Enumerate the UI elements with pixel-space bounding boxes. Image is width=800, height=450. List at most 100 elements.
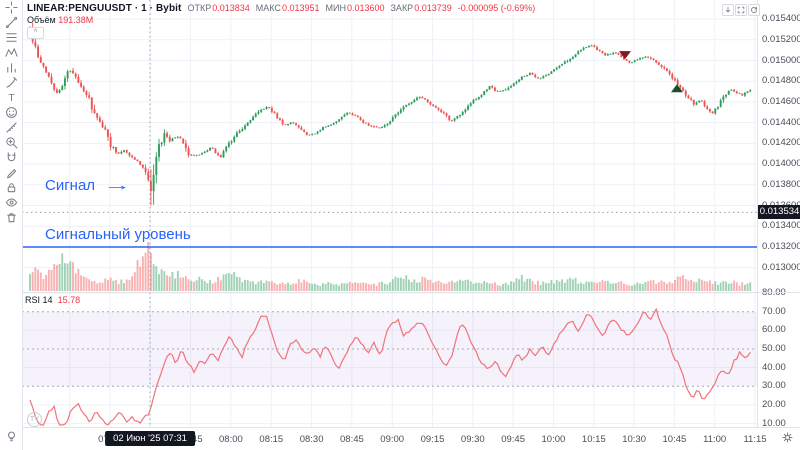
time-axis-label: 10:15 bbox=[581, 434, 606, 445]
text-icon: T bbox=[5, 91, 18, 104]
time-axis-label: 11:15 bbox=[743, 434, 767, 445]
crosshair-tool[interactable] bbox=[0, 0, 22, 15]
fib-retracement-icon bbox=[5, 31, 18, 44]
ohlc-open: ОТКР0.013834 bbox=[187, 3, 250, 13]
volume-label: Объём bbox=[27, 15, 56, 25]
pane-controls bbox=[722, 4, 760, 16]
signal-level-annotation[interactable]: Сигнальный уровень bbox=[45, 226, 191, 243]
rsi-axis-label: 40.00 bbox=[762, 361, 786, 373]
price-axis-label: 0.015400 bbox=[762, 13, 800, 24]
long-position-tool[interactable] bbox=[0, 60, 22, 75]
volume-value: 191.38M bbox=[58, 15, 94, 25]
restore-pane-button[interactable] bbox=[748, 4, 760, 16]
time-axis-label: 10:45 bbox=[662, 434, 687, 445]
lock-all-icon bbox=[5, 181, 18, 194]
price-change: -0.000095 (-0.69%) bbox=[457, 3, 536, 13]
fib-retracement-tool[interactable] bbox=[0, 30, 22, 45]
hide-all-tool[interactable] bbox=[0, 195, 22, 210]
rsi-length: 14 bbox=[42, 295, 53, 305]
time-axis[interactable]: 07:1507:4508:0008:1508:3008:4509:0009:15… bbox=[0, 427, 800, 450]
buy-marker[interactable] bbox=[671, 84, 683, 93]
lightbulb-tool[interactable] bbox=[0, 429, 22, 444]
ruler-icon bbox=[5, 121, 18, 134]
time-axis-label: 10:00 bbox=[541, 434, 566, 445]
candlestick-series[interactable] bbox=[29, 22, 752, 206]
xabcd-pattern-icon bbox=[4, 46, 18, 59]
hide-all-icon bbox=[5, 196, 18, 209]
rsi-title: RSI bbox=[25, 295, 41, 305]
pane-divider[interactable] bbox=[0, 292, 800, 293]
crosshair bbox=[22, 0, 757, 427]
symbol-title[interactable]: LINEAR:PENGUUSDT · 1 · Bybit bbox=[27, 3, 182, 14]
price-axis-label: 0.014800 bbox=[762, 75, 800, 87]
price-axis-label: 0.013400 bbox=[762, 220, 800, 232]
axis-settings-gear-icon[interactable] bbox=[781, 431, 794, 449]
arrow-right-icon: → bbox=[103, 177, 132, 194]
sell-marker[interactable] bbox=[619, 51, 631, 60]
rsi-axis-label: 50.00 bbox=[762, 343, 786, 354]
time-axis-label: 09:30 bbox=[460, 434, 485, 445]
rsi-band bbox=[22, 311, 757, 387]
text-tool[interactable]: T bbox=[0, 90, 22, 105]
time-axis-label: 08:30 bbox=[299, 434, 324, 445]
drawing-mode-tool[interactable] bbox=[0, 165, 22, 180]
ohlc-close: ЗАКР0.013739 bbox=[390, 3, 452, 13]
svg-text:T: T bbox=[8, 93, 14, 104]
legend-collapse-button[interactable]: ^ bbox=[27, 27, 44, 39]
restore-pane-icon bbox=[750, 1, 758, 19]
price-axis-label: 0.013200 bbox=[762, 241, 800, 252]
rsi-axis-label: 30.00 bbox=[762, 380, 786, 392]
zoom-in-icon bbox=[5, 136, 18, 149]
maximize-pane-button[interactable] bbox=[735, 4, 747, 16]
time-axis-label: 08:45 bbox=[340, 434, 364, 445]
price-axis-label: 0.014000 bbox=[762, 158, 800, 170]
signal-annotation[interactable]: Сигнал → bbox=[45, 177, 132, 194]
move-pane-down-button[interactable] bbox=[722, 4, 734, 16]
symbol-legend: LINEAR:PENGUUSDT · 1 · Bybit ОТКР0.01383… bbox=[27, 3, 535, 14]
emoji-icon bbox=[5, 106, 18, 119]
time-axis-label: 09:15 bbox=[420, 434, 445, 445]
time-axis-label: 11:00 bbox=[703, 434, 727, 445]
tradingview-logo[interactable]: TV bbox=[27, 412, 42, 427]
trend-line-icon bbox=[5, 16, 18, 29]
lightbulb-icon bbox=[5, 430, 18, 443]
grid-lines bbox=[22, 0, 757, 427]
chart-canvas[interactable] bbox=[0, 0, 757, 427]
ohlc-low: МИН0.013600 bbox=[325, 3, 385, 13]
trend-line-tool[interactable] bbox=[0, 15, 22, 30]
price-axis-label: 0.015000 bbox=[762, 54, 800, 66]
long-position-icon bbox=[5, 61, 18, 74]
emoji-tool[interactable] bbox=[0, 105, 22, 120]
crosshair-price-badge: 0.013534 bbox=[758, 205, 800, 220]
magnet-tool[interactable] bbox=[0, 150, 22, 165]
ruler-tool[interactable] bbox=[0, 120, 22, 135]
rsi-value: 15.78 bbox=[57, 295, 81, 305]
price-axis[interactable]: 0.015400 0.015200 0.015000 0.014800 0.014600… bbox=[757, 0, 800, 429]
ohlc-high: МАКС0.013951 bbox=[255, 3, 320, 13]
volume-series[interactable] bbox=[29, 242, 752, 291]
move-pane-down-icon bbox=[724, 1, 732, 19]
remove-all-icon bbox=[5, 211, 18, 224]
time-axis-label: 08:00 bbox=[219, 434, 243, 445]
zoom-in-tool[interactable] bbox=[0, 135, 22, 150]
price-axis-label: 0.014600 bbox=[762, 95, 800, 107]
price-axis-label: 0.015200 bbox=[762, 33, 800, 45]
lock-all-tool[interactable] bbox=[0, 180, 22, 195]
remove-all-tool[interactable] bbox=[0, 210, 22, 225]
drawing-toolbar: T bbox=[0, 0, 23, 450]
rsi-axis-label: 20.00 bbox=[762, 399, 786, 410]
price-axis-label: 0.014400 bbox=[762, 116, 800, 128]
price-axis-label: 0.014200 bbox=[762, 137, 800, 149]
maximize-pane-icon bbox=[737, 1, 745, 19]
brush-tool[interactable] bbox=[0, 75, 22, 90]
price-axis-label: 0.013000 bbox=[762, 261, 800, 273]
time-axis-label: 10:30 bbox=[622, 434, 646, 445]
rsi-axis-label: 80.00 bbox=[762, 288, 786, 298]
rsi-axis-label: 60.00 bbox=[762, 324, 786, 336]
volume-legend: Объём 191.38M bbox=[27, 15, 93, 25]
xabcd-pattern-tool[interactable] bbox=[0, 45, 22, 60]
price-axis-label: 0.013800 bbox=[762, 178, 800, 190]
magnet-icon bbox=[5, 151, 18, 164]
rsi-axis-label: 10.00 bbox=[762, 417, 786, 429]
